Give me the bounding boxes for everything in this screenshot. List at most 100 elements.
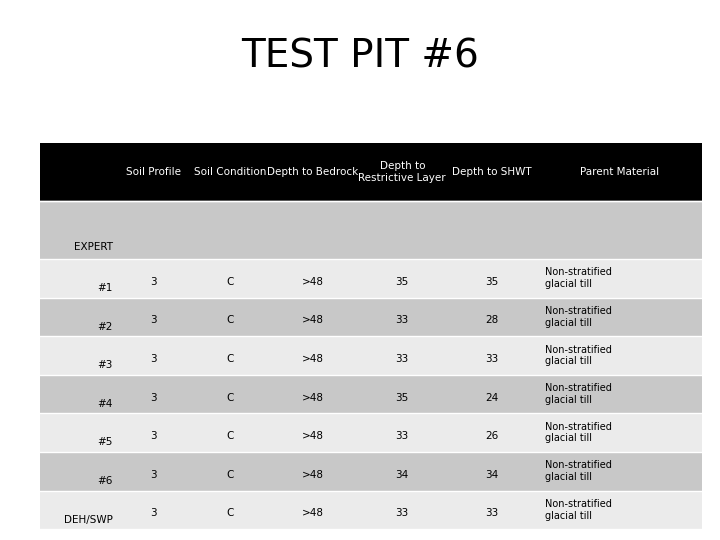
Bar [268, 490, 358, 529]
Bar [536, 143, 702, 201]
Text: Non-stratified
glacial till: Non-stratified glacial till [544, 267, 611, 289]
Text: Non-stratified
glacial till: Non-stratified glacial till [544, 345, 611, 366]
Bar [536, 414, 702, 452]
Bar [116, 259, 192, 298]
Text: >48: >48 [302, 470, 324, 480]
Text: 33: 33 [395, 315, 409, 325]
Bar [536, 298, 702, 336]
Bar [40, 201, 116, 259]
Bar [116, 375, 192, 414]
Bar [536, 201, 702, 259]
Bar [536, 259, 702, 298]
Bar [40, 375, 116, 414]
Text: Non-stratified
glacial till: Non-stratified glacial till [544, 499, 611, 521]
Text: #2: #2 [97, 321, 113, 332]
Text: C: C [226, 354, 234, 364]
Bar [447, 298, 536, 336]
Bar [116, 298, 192, 336]
Text: Non-stratified
glacial till: Non-stratified glacial till [544, 306, 611, 328]
Text: 3: 3 [150, 470, 157, 480]
Text: >48: >48 [302, 276, 324, 287]
Text: C: C [226, 470, 234, 480]
Bar [116, 490, 192, 529]
Bar [40, 414, 116, 452]
Text: #3: #3 [97, 360, 113, 370]
Bar [192, 259, 268, 298]
Bar [358, 143, 447, 201]
Bar [358, 201, 447, 259]
Bar [40, 490, 116, 529]
Text: Non-stratified
glacial till: Non-stratified glacial till [544, 383, 611, 405]
Bar [116, 143, 192, 201]
Text: 35: 35 [395, 276, 409, 287]
Text: Non-stratified
glacial till: Non-stratified glacial till [544, 461, 611, 482]
Bar [536, 336, 702, 375]
Bar [192, 490, 268, 529]
Text: 33: 33 [395, 508, 409, 518]
Bar [268, 375, 358, 414]
Bar [40, 336, 116, 375]
Bar [447, 452, 536, 490]
Bar [447, 143, 536, 201]
Bar [268, 452, 358, 490]
Bar [358, 452, 447, 490]
Bar [447, 259, 536, 298]
Text: C: C [226, 315, 234, 325]
Bar [116, 452, 192, 490]
Bar [192, 336, 268, 375]
Text: >48: >48 [302, 354, 324, 364]
Text: C: C [226, 276, 234, 287]
Bar [268, 201, 358, 259]
Text: 35: 35 [395, 393, 409, 402]
Text: >48: >48 [302, 431, 324, 441]
Bar [536, 375, 702, 414]
Text: C: C [226, 431, 234, 441]
Text: 34: 34 [395, 470, 409, 480]
Text: Depth to SHWT: Depth to SHWT [452, 167, 531, 177]
Text: EXPERT: EXPERT [74, 242, 113, 252]
Text: C: C [226, 508, 234, 518]
Bar [268, 414, 358, 452]
Text: 3: 3 [150, 276, 157, 287]
Text: Depth to Bedrock: Depth to Bedrock [267, 167, 359, 177]
Bar [192, 201, 268, 259]
Text: #1: #1 [97, 283, 113, 293]
Text: 24: 24 [485, 393, 498, 402]
Bar [116, 414, 192, 452]
Text: Parent Material: Parent Material [580, 167, 659, 177]
Text: Non-stratified
glacial till: Non-stratified glacial till [544, 422, 611, 443]
Text: C: C [226, 393, 234, 402]
Text: 3: 3 [150, 315, 157, 325]
Bar [192, 298, 268, 336]
Text: 35: 35 [485, 276, 498, 287]
Text: 33: 33 [395, 431, 409, 441]
Text: 3: 3 [150, 393, 157, 402]
Bar [358, 259, 447, 298]
Bar [40, 452, 116, 490]
Text: DEH/SWP: DEH/SWP [64, 515, 113, 524]
Text: Depth to
Restrictive Layer: Depth to Restrictive Layer [359, 161, 446, 183]
Bar [447, 375, 536, 414]
Bar [358, 490, 447, 529]
Text: 28: 28 [485, 315, 498, 325]
Text: >48: >48 [302, 508, 324, 518]
Bar [268, 336, 358, 375]
Bar [447, 201, 536, 259]
Bar [536, 490, 702, 529]
Bar [447, 414, 536, 452]
Bar [268, 259, 358, 298]
Text: 26: 26 [485, 431, 498, 441]
Bar [192, 143, 268, 201]
Text: 33: 33 [485, 354, 498, 364]
Text: >48: >48 [302, 315, 324, 325]
Text: #4: #4 [97, 399, 113, 409]
Bar [447, 490, 536, 529]
Bar [40, 259, 116, 298]
Text: #5: #5 [97, 437, 113, 447]
Bar [40, 298, 116, 336]
Text: 3: 3 [150, 508, 157, 518]
Bar [192, 375, 268, 414]
Bar [447, 336, 536, 375]
Bar [536, 452, 702, 490]
Text: 3: 3 [150, 431, 157, 441]
